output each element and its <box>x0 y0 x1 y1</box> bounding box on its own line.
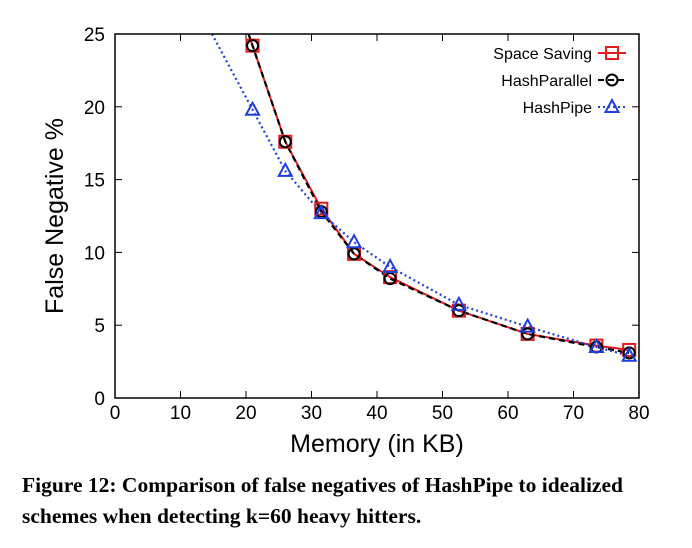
series-line-hashparallel <box>247 34 630 354</box>
x-tick-label: 30 <box>301 403 322 424</box>
x-tick-label: 40 <box>366 403 387 424</box>
y-tick-label: 0 <box>94 389 105 410</box>
plot-frame <box>114 33 640 399</box>
tick-labels: 0 10 20 30 40 50 60 70 80 0 5 10 15 20 25 <box>84 25 650 424</box>
x-tick-label: 20 <box>235 403 256 424</box>
legend: Space Saving HashParallel HashPipe <box>493 46 626 117</box>
series-markers <box>244 38 638 362</box>
point-hashpipe <box>450 295 468 311</box>
y-tick-label: 5 <box>94 316 105 337</box>
y-axis-label: False Negative % <box>41 118 69 314</box>
legend-label-hashpipe: HashPipe <box>523 100 592 117</box>
point-hashparallel <box>246 39 260 53</box>
point-hashpipe <box>588 337 605 354</box>
x-tick-label: 70 <box>563 403 584 424</box>
x-axis-label: Memory (in KB) <box>290 430 464 458</box>
point-hashpipe <box>381 257 399 273</box>
figure-caption: Figure 12: Comparison of false negatives… <box>22 473 623 528</box>
legend-marker-hashparallel <box>605 73 619 87</box>
point-hashpipe <box>244 100 261 116</box>
point-space-saving <box>622 342 637 357</box>
x-tick-label: 60 <box>497 403 518 424</box>
legend-marker-hashpipe <box>603 97 621 113</box>
x-tick-label: 50 <box>432 403 453 424</box>
x-tick-label: 10 <box>170 403 191 424</box>
y-tick-label: 25 <box>84 25 105 46</box>
point-hashparallel <box>278 135 292 149</box>
point-hashparallel <box>347 247 361 261</box>
x-tick-label: 0 <box>110 403 121 424</box>
point-hashparallel <box>521 327 535 341</box>
point-space-saving <box>314 201 329 216</box>
legend-label-space-saving: Space Saving <box>493 46 592 63</box>
y-tick-label: 10 <box>84 243 105 264</box>
point-hashpipe <box>620 346 638 362</box>
series-line-hashpipe <box>210 34 630 357</box>
series-lines <box>210 34 630 357</box>
point-hashpipe <box>313 203 330 220</box>
chart: 0 10 20 30 40 50 60 70 80 0 5 10 15 20 25 Memory (in K… <box>41 25 650 458</box>
legend-label-hashparallel: HashParallel <box>501 73 592 90</box>
y-tick-label: 15 <box>84 171 105 192</box>
point-hashparallel <box>383 272 397 286</box>
legend-marker-space-saving <box>605 46 619 60</box>
point-hashpipe <box>345 233 363 249</box>
y-tick-label: 20 <box>84 98 105 119</box>
point-hashpipe <box>277 161 294 177</box>
point-hashpipe <box>519 317 536 333</box>
x-tick-label: 80 <box>628 403 649 424</box>
